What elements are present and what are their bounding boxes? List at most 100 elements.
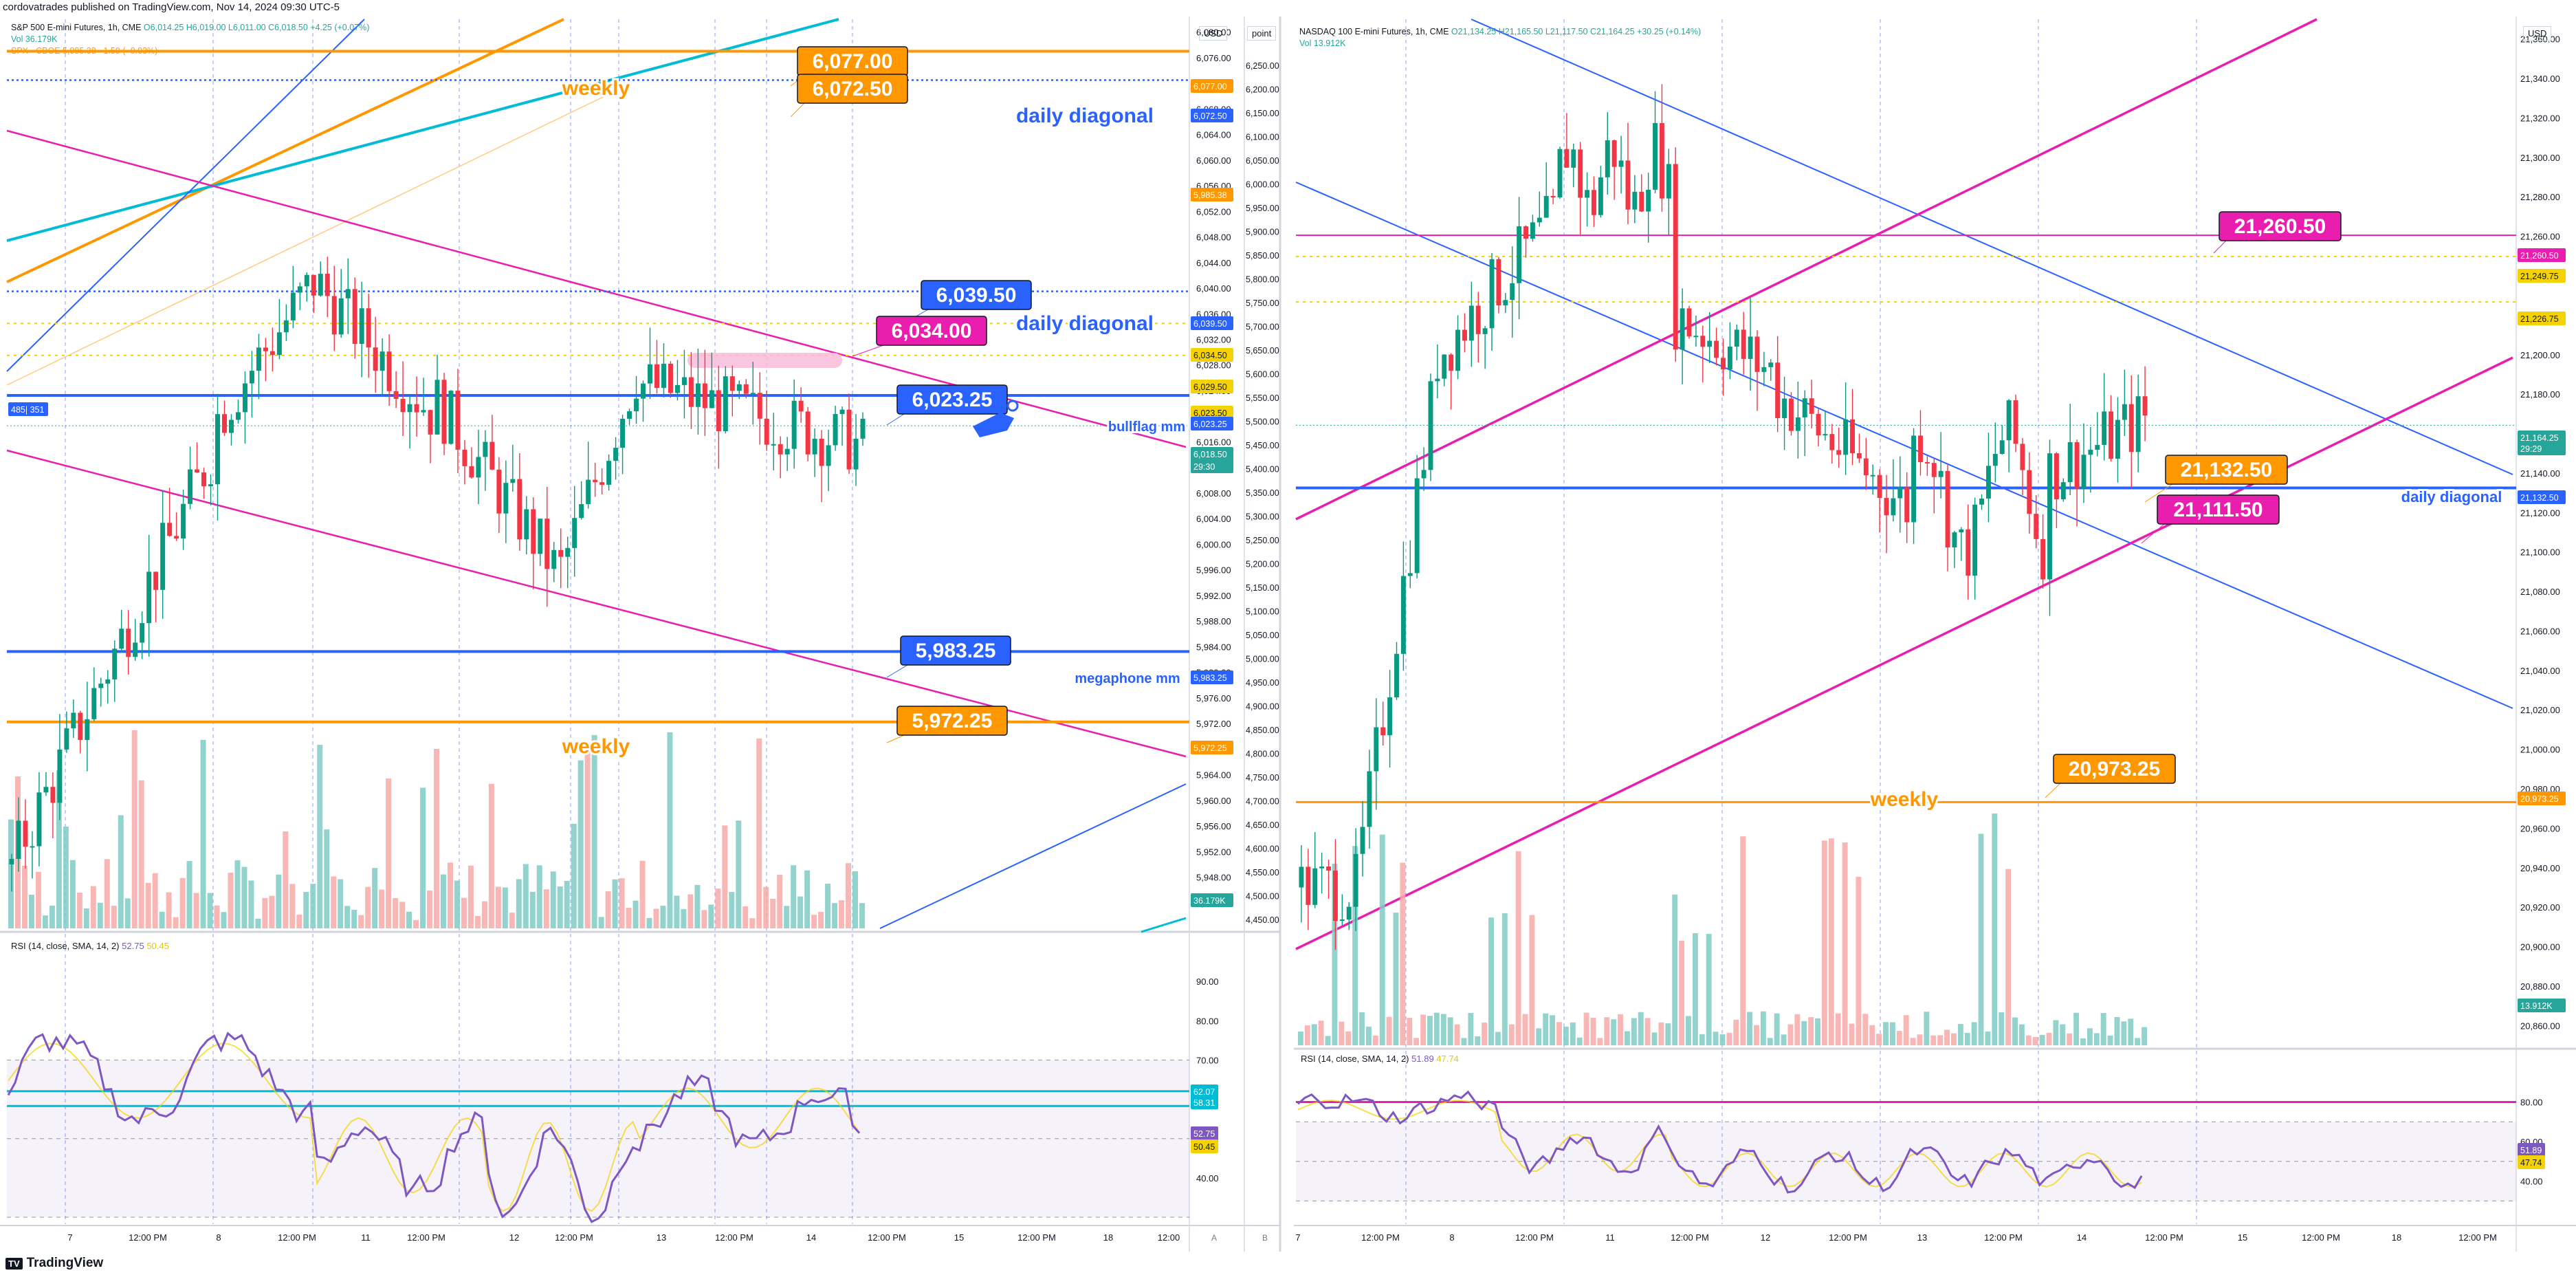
- left-rsi-legend[interactable]: RSI (14, close, SMA, 14, 2) 52.75 50.45: [11, 941, 169, 951]
- right-price-tick: 21,200.00: [2520, 350, 2560, 360]
- spx-price-tick: 5,200.00: [1246, 560, 1279, 569]
- left-symbol-title[interactable]: S&P 500 E-mini Futures, 1h, CME: [11, 23, 142, 32]
- volume-bar: [63, 826, 69, 928]
- callout-6077[interactable]: 6,077.00: [797, 46, 908, 76]
- callout-6023[interactable]: 6,023.25: [896, 384, 1008, 415]
- highlight-marker[interactable]: [687, 353, 842, 368]
- callout-5983[interactable]: 5,983.25: [900, 635, 1011, 666]
- right-price-tick: 21,120.00: [2520, 508, 2560, 518]
- right-time-tick: 12:00 PM: [1671, 1232, 1709, 1243]
- right-axis-tag[interactable]: 20,973.25: [2518, 792, 2566, 805]
- label-weekly[interactable]: weekly: [1868, 786, 1941, 813]
- right-rsi-tick: 40.00: [2520, 1177, 2543, 1187]
- faint-trendline[interactable]: [6, 89, 619, 386]
- volume-bar: [1583, 1012, 1589, 1045]
- lower-channel-line[interactable]: [6, 449, 1187, 758]
- left-axis-tag[interactable]: 6,072.50: [1191, 109, 1233, 122]
- right-rsi-legend[interactable]: RSI (14, close, SMA, 14, 2) 51.89 47.74: [1301, 1054, 1459, 1064]
- left-axis-tag[interactable]: 6,029.50: [1191, 380, 1233, 393]
- right-axis-tag[interactable]: 21,249.75: [2518, 269, 2566, 283]
- right-axis-tag[interactable]: 21,164.25: [2518, 431, 2566, 444]
- left-small-tag[interactable]: 485| 351: [8, 402, 48, 416]
- label-weekly-top[interactable]: weekly: [560, 75, 632, 102]
- volume-bar: [28, 895, 34, 928]
- candle-body: [476, 457, 481, 478]
- drag-handle-icon[interactable]: [973, 413, 1014, 437]
- right-axis-tag[interactable]: 13.912K: [2518, 999, 2566, 1012]
- left-legend[interactable]: S&P 500 E-mini Futures, 1h, CME O6,014.2…: [11, 22, 369, 57]
- blue-lower-ray[interactable]: [879, 783, 1187, 929]
- teal-ray[interactable]: [1141, 917, 1187, 933]
- left-axis-tag[interactable]: 6,023.50: [1191, 406, 1233, 419]
- label-daily-diagonal-1[interactable]: daily diagonal: [1014, 102, 1156, 129]
- callout-21260[interactable]: 21,260.50: [2219, 211, 2342, 241]
- left-time-tick: 18: [1103, 1232, 1113, 1243]
- volume-bar: [722, 825, 728, 928]
- left-axis-tag[interactable]: 29:30: [1191, 459, 1233, 473]
- left-axis-tag[interactable]: 6,023.25: [1191, 417, 1233, 431]
- right-symbol-title[interactable]: NASDAQ 100 E-mini Futures, 1h, CME: [1299, 27, 1449, 36]
- left-axis-tag[interactable]: 36.179K: [1191, 893, 1233, 907]
- left-axis-tag-bg: [1191, 417, 1233, 431]
- blue-descending-line-2[interactable]: [1471, 19, 2513, 475]
- left-axis-tag[interactable]: 6,077.00: [1191, 79, 1233, 93]
- left-axis-tag-bg: [1191, 406, 1233, 419]
- candle-body: [1931, 463, 1937, 477]
- callout-6034[interactable]: 6,034.00: [876, 316, 987, 346]
- left-rsi-tag[interactable]: 50.45: [1191, 1140, 1218, 1153]
- volume-bar: [317, 745, 323, 928]
- volume-bar: [262, 897, 268, 928]
- candle-body: [1938, 470, 1944, 477]
- blue-trendline[interactable]: [6, 19, 365, 372]
- volume-bar: [791, 865, 797, 928]
- magenta-rising-line[interactable]: [1295, 18, 2318, 521]
- callout-5972[interactable]: 5,972.25: [896, 706, 1008, 736]
- left-axis-tag[interactable]: 6,039.50: [1191, 316, 1233, 330]
- right-currency-button[interactable]: USD: [2523, 26, 2552, 41]
- left-axis-tag[interactable]: 6,018.50: [1191, 447, 1233, 461]
- rsi-line: [1297, 1090, 2143, 1194]
- right-time-tick: 15: [2238, 1232, 2247, 1243]
- left-axis-tag-bg: [1191, 348, 1233, 362]
- label-daily-diagonal[interactable]: daily diagonal: [2399, 486, 2505, 508]
- label-daily-diagonal-2[interactable]: daily diagonal: [1014, 310, 1156, 337]
- callout-21111[interactable]: 21,111.50: [2157, 494, 2280, 525]
- volume-bar: [2025, 1035, 2032, 1045]
- points-button[interactable]: point: [1247, 26, 1277, 41]
- orange-trendline[interactable]: [6, 18, 564, 283]
- magenta-rising-line-2[interactable]: [1295, 356, 2513, 950]
- candle-body: [276, 332, 282, 356]
- left-rsi-tag[interactable]: 62.07: [1191, 1085, 1218, 1098]
- callout-20973[interactable]: 20,973.25: [2053, 754, 2176, 784]
- left-axis-tag[interactable]: 5,985.38: [1191, 188, 1233, 201]
- candle-body: [153, 571, 159, 590]
- left-spx-overlay[interactable]: SPX · CBOE 5,985.38 −1.59 (−0.03%): [11, 46, 158, 56]
- volume-bar: [1849, 1023, 1855, 1045]
- right-rsi-tag[interactable]: 47.74: [2518, 1155, 2545, 1169]
- right-axis-tag[interactable]: 21,226.75: [2518, 312, 2566, 325]
- left-axis-tag[interactable]: 6,034.50: [1191, 348, 1233, 362]
- left-axis-tag[interactable]: 5,972.25: [1191, 741, 1233, 754]
- left-axis-tag[interactable]: 5,983.25: [1191, 671, 1233, 684]
- right-legend[interactable]: NASDAQ 100 E-mini Futures, 1h, CME O21,1…: [1299, 26, 1701, 50]
- candle-body: [297, 286, 302, 293]
- left-rsi-tag[interactable]: 52.75: [1191, 1126, 1218, 1140]
- label-megaphone[interactable]: megaphone mm: [1072, 669, 1182, 688]
- callout-21132[interactable]: 21,132.50: [2165, 455, 2288, 485]
- anchor-handle-icon[interactable]: [1006, 400, 1019, 412]
- callout-6039[interactable]: 6,039.50: [921, 280, 1032, 310]
- callout-6072[interactable]: 6,072.50: [797, 74, 908, 104]
- right-axis-tag[interactable]: 21,260.50: [2518, 248, 2566, 262]
- left-currency-button[interactable]: USD: [1199, 26, 1228, 41]
- right-axis-tag[interactable]: 21,132.50: [2518, 490, 2566, 504]
- label-bullflag[interactable]: bullflag mm: [1106, 417, 1187, 437]
- right-axis-tag[interactable]: 29:29: [2518, 442, 2566, 455]
- teal-trendline[interactable]: [6, 18, 839, 242]
- left-rsi-tag[interactable]: 58.31: [1191, 1096, 1218, 1109]
- volume-bar: [90, 886, 96, 928]
- volume-bar: [1978, 833, 1984, 1045]
- label-weekly-bottom[interactable]: weekly: [560, 733, 632, 760]
- right-rsi-tag[interactable]: 51.89: [2518, 1143, 2545, 1157]
- tradingview-logo[interactable]: TV TradingView: [5, 1256, 103, 1271]
